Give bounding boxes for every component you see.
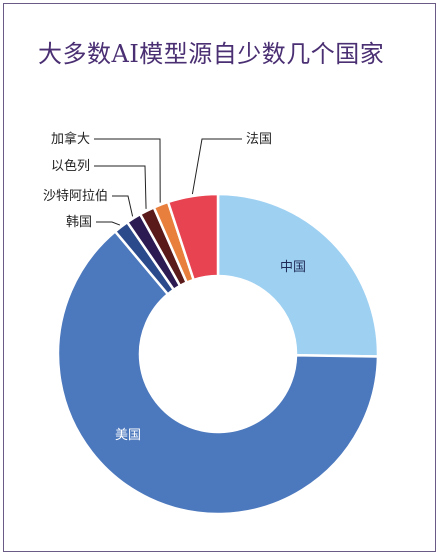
slice-0 <box>216 192 380 358</box>
leader-line-6 <box>191 138 242 195</box>
slice-label-1: 美国 <box>115 428 141 443</box>
slice-label-4: 以色列 <box>51 158 90 174</box>
slice-label-5: 加拿大 <box>51 131 90 147</box>
leader-line-2 <box>96 221 121 226</box>
slice-1 <box>56 229 380 516</box>
slice-label-0: 中国 <box>280 260 306 275</box>
leader-line-3 <box>112 195 134 217</box>
slice-label-3: 沙特阿拉伯 <box>43 189 108 204</box>
slice-label-6: 法国 <box>246 132 272 147</box>
slice-6 <box>166 192 220 282</box>
slice-label-2: 韩国 <box>66 215 92 230</box>
leader-line-4 <box>94 165 147 209</box>
leader-line-5 <box>94 138 161 203</box>
chart-title: 大多数AI模型源自少数几个国家 <box>38 40 385 68</box>
